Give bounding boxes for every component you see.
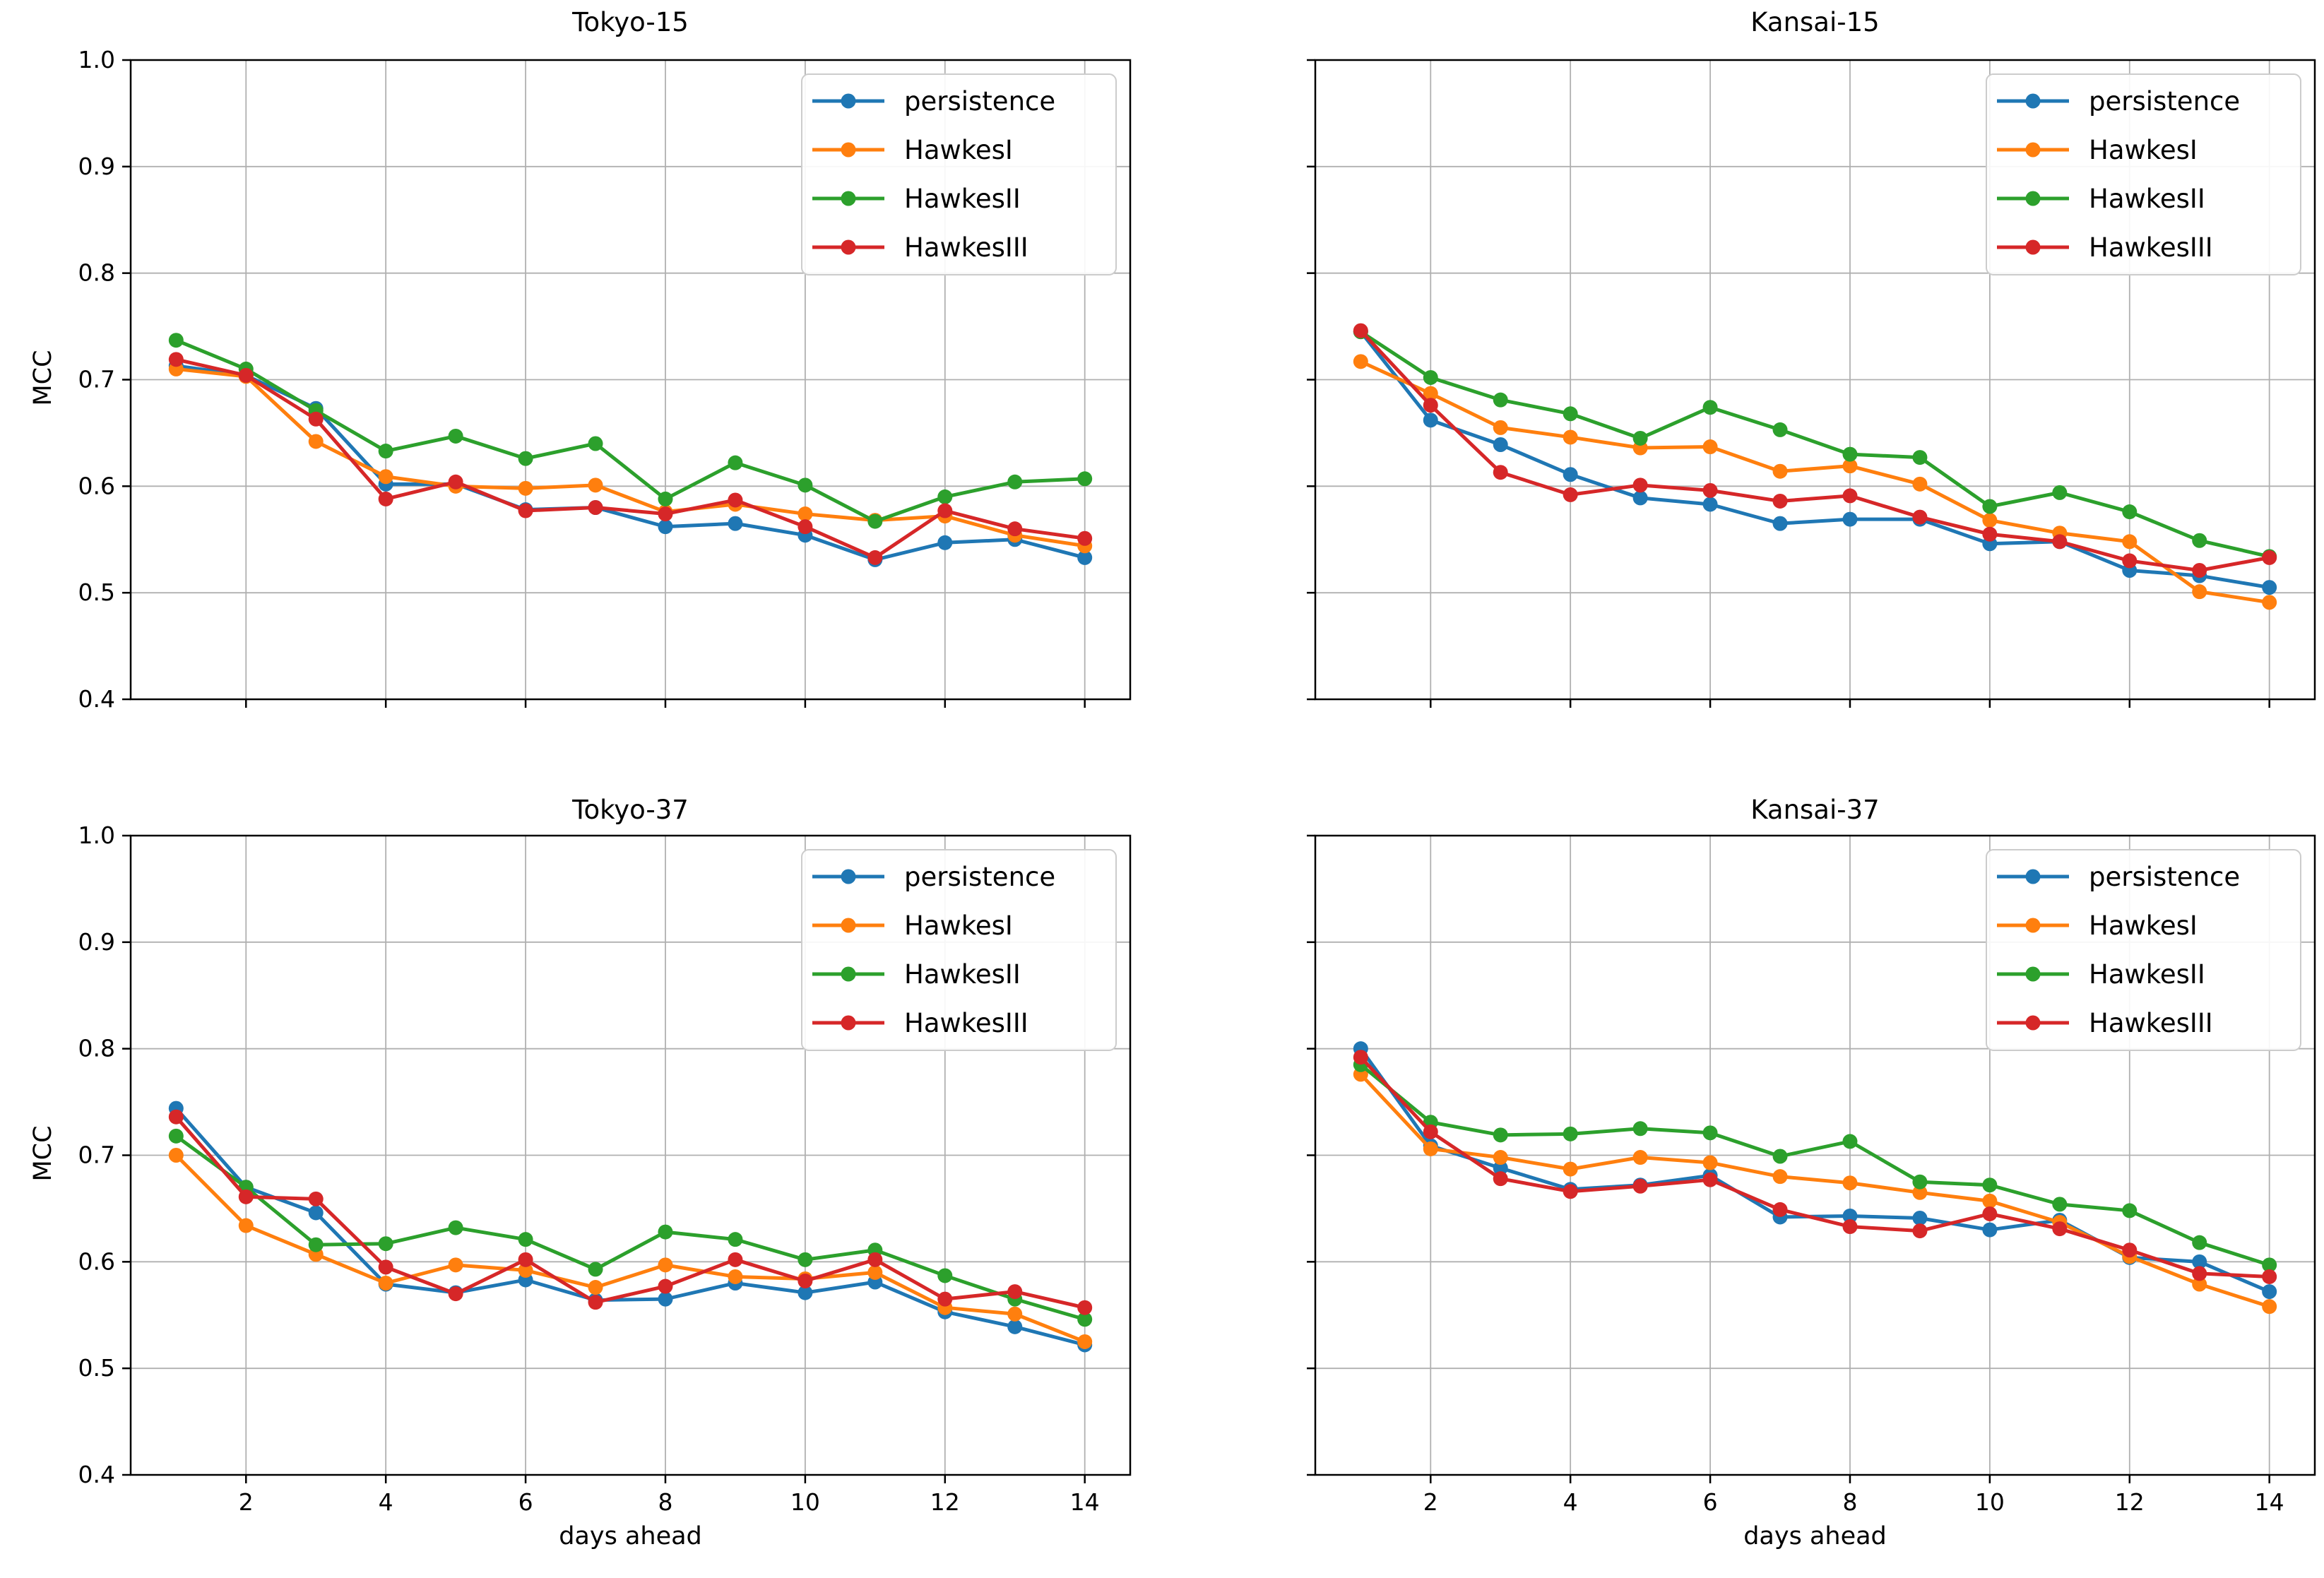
- svg-text:6: 6: [1703, 1488, 1718, 1516]
- chart-plot-area-kansai-37: 2 4 6 8 10 12 14 persistence HawkesI HawkesII Hawk…: [1307, 834, 2316, 1516]
- svg-text:12: 12: [930, 1488, 960, 1516]
- svg-text:0.4: 0.4: [78, 685, 115, 713]
- svg-text:8: 8: [658, 1488, 672, 1516]
- svg-text:persistence: persistence: [2089, 86, 2240, 117]
- svg-text:2: 2: [1423, 1488, 1438, 1516]
- svg-text:0.9: 0.9: [78, 928, 115, 956]
- svg-text:10: 10: [790, 1488, 820, 1516]
- svg-text:HawkesI: HawkesI: [904, 135, 1013, 165]
- subplot-tokyo-37: 2 4 6 8 10 12 14 1.0 0.9 0.8 0.7 0.6 0.5 0.4 persisten…: [0, 789, 1162, 1578]
- svg-text:0.8: 0.8: [78, 1035, 115, 1062]
- svg-text:HawkesI: HawkesI: [2089, 910, 2198, 941]
- svg-text:4: 4: [1563, 1488, 1578, 1516]
- svg-text:0.7: 0.7: [78, 366, 115, 393]
- svg-text:2: 2: [239, 1488, 254, 1516]
- svg-text:14: 14: [1070, 1488, 1100, 1516]
- svg-text:8: 8: [1842, 1488, 1857, 1516]
- chart-title-tokyo-37: Tokyo-37: [572, 795, 689, 825]
- svg-text:HawkesIII: HawkesIII: [904, 1008, 1028, 1038]
- svg-text:0.7: 0.7: [78, 1141, 115, 1169]
- svg-text:HawkesI: HawkesI: [904, 910, 1013, 941]
- svg-text:HawkesII: HawkesII: [2089, 959, 2205, 990]
- svg-text:12: 12: [2115, 1488, 2145, 1516]
- svg-text:HawkesII: HawkesII: [904, 959, 1021, 990]
- chart-title-kansai-15: Kansai-15: [1750, 7, 1880, 37]
- svg-text:persistence: persistence: [2089, 862, 2240, 892]
- svg-text:HawkesIII: HawkesIII: [2089, 232, 2213, 263]
- svg-text:0.5: 0.5: [78, 1354, 115, 1382]
- svg-text:1.0: 1.0: [78, 821, 115, 849]
- svg-text:14: 14: [2255, 1488, 2284, 1516]
- x-axis-label-days-ahead: days ahead: [1743, 1522, 1887, 1550]
- svg-text:0.6: 0.6: [78, 1247, 115, 1275]
- svg-text:0.5: 0.5: [78, 579, 115, 606]
- svg-text:4: 4: [379, 1488, 393, 1516]
- x-axis-label-days-ahead: days ahead: [559, 1522, 702, 1550]
- svg-text:0.8: 0.8: [78, 259, 115, 287]
- svg-text:HawkesII: HawkesII: [904, 184, 1021, 214]
- y-axis-label-mcc: MCC: [29, 1125, 57, 1182]
- y-axis-label-mcc: MCC: [29, 350, 57, 406]
- chart-plot-area-tokyo-15: 1.0 0.9 0.8 0.7 0.6 0.5 0.4 persistence HawkesI H…: [78, 46, 1132, 713]
- svg-text:0.9: 0.9: [78, 153, 115, 180]
- svg-text:0.6: 0.6: [78, 472, 115, 499]
- chart-title-tokyo-15: Tokyo-15: [572, 7, 689, 37]
- svg-text:persistence: persistence: [904, 862, 1055, 892]
- svg-text:HawkesII: HawkesII: [2089, 184, 2205, 214]
- chart-title-kansai-37: Kansai-37: [1750, 795, 1880, 825]
- svg-text:1.0: 1.0: [78, 46, 115, 73]
- svg-text:HawkesIII: HawkesIII: [904, 232, 1028, 263]
- svg-text:persistence: persistence: [904, 86, 1055, 117]
- subplot-kansai-15: persistence HawkesI HawkesII HawkesIII Kans…: [1162, 0, 2324, 789]
- chart-plot-area-kansai-15: persistence HawkesI HawkesII HawkesIII: [1307, 59, 2316, 708]
- svg-text:6: 6: [518, 1488, 533, 1516]
- subplot-tokyo-15: 1.0 0.9 0.8 0.7 0.6 0.5 0.4 persistence HawkesI H…: [0, 0, 1162, 789]
- svg-text:HawkesIII: HawkesIII: [2089, 1008, 2213, 1038]
- svg-text:0.4: 0.4: [78, 1461, 115, 1488]
- svg-text:HawkesI: HawkesI: [2089, 135, 2198, 165]
- subplot-kansai-37: 2 4 6 8 10 12 14 persistence HawkesI HawkesII Hawk…: [1162, 789, 2324, 1578]
- chart-plot-area-tokyo-37: 2 4 6 8 10 12 14 1.0 0.9 0.8 0.7 0.6 0.5 0.4 persisten…: [78, 821, 1132, 1516]
- svg-text:10: 10: [1975, 1488, 2005, 1516]
